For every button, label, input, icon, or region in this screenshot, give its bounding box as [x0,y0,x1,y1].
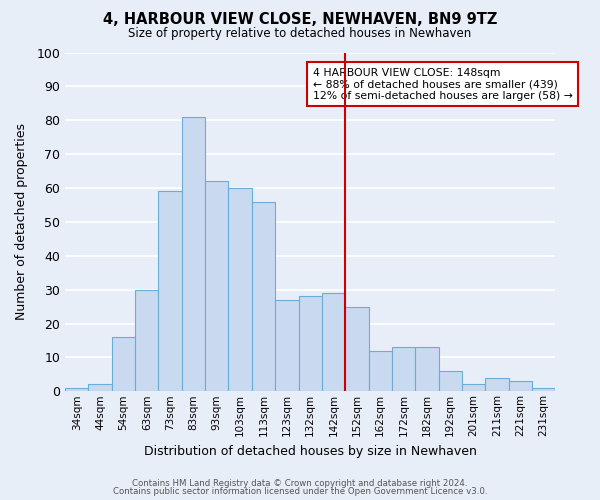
Text: Size of property relative to detached houses in Newhaven: Size of property relative to detached ho… [128,28,472,40]
Bar [485,378,509,392]
Bar [252,202,275,392]
Bar [182,117,205,392]
Text: Contains HM Land Registry data © Crown copyright and database right 2024.: Contains HM Land Registry data © Crown c… [132,478,468,488]
Bar [509,381,532,392]
Bar [322,293,345,392]
Bar [532,388,556,392]
Bar [88,384,112,392]
Bar [368,350,392,392]
X-axis label: Distribution of detached houses by size in Newhaven: Distribution of detached houses by size … [144,444,476,458]
Y-axis label: Number of detached properties: Number of detached properties [15,124,28,320]
Bar [229,188,252,392]
Bar [415,347,439,392]
Bar [439,371,462,392]
Bar [65,388,88,392]
Bar [205,181,229,392]
Bar [112,337,135,392]
Bar [392,347,415,392]
Bar [275,300,299,392]
Bar [462,384,485,392]
Text: 4, HARBOUR VIEW CLOSE, NEWHAVEN, BN9 9TZ: 4, HARBOUR VIEW CLOSE, NEWHAVEN, BN9 9TZ [103,12,497,28]
Bar [299,296,322,392]
Bar [158,192,182,392]
Text: 4 HARBOUR VIEW CLOSE: 148sqm
← 88% of detached houses are smaller (439)
12% of s: 4 HARBOUR VIEW CLOSE: 148sqm ← 88% of de… [313,68,572,101]
Bar [135,290,158,392]
Bar [345,306,368,392]
Text: Contains public sector information licensed under the Open Government Licence v3: Contains public sector information licen… [113,487,487,496]
